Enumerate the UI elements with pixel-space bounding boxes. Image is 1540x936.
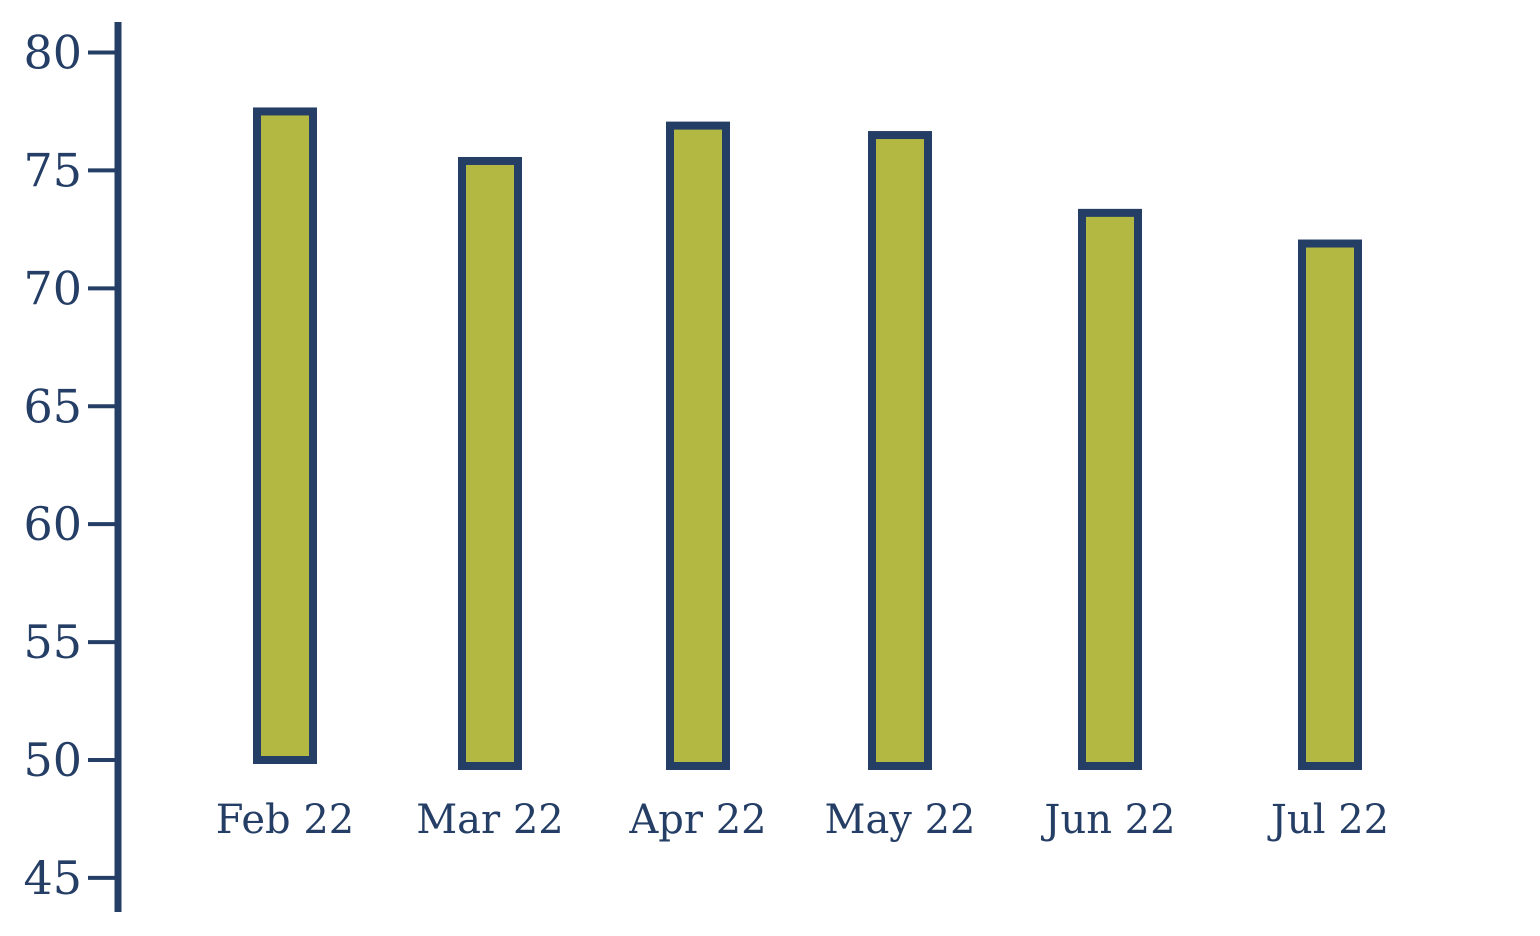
x-axis-labels: Feb 22 Mar 22 Apr 22 May 22 Jun 22 Jul 22 [216,797,1389,843]
y-tick-label: 80 [23,26,82,80]
y-tick-label: 70 [23,261,82,315]
y-tick-label: 60 [23,497,82,551]
x-category-label: Jul 22 [1267,797,1389,843]
x-category-label: May 22 [824,797,975,843]
bar-apr-22 [666,121,730,770]
y-tick-label: 65 [23,379,82,433]
bars [253,107,1362,771]
y-tick-label: 50 [23,733,82,787]
y-axis: 80 75 70 65 60 55 50 45 [23,22,122,912]
x-category-label: Apr 22 [628,797,766,843]
y-tick-label: 75 [23,143,82,197]
bar-jul-22 [1298,239,1362,770]
y-tick-label: 45 [23,851,82,905]
x-category-label: Mar 22 [416,797,564,843]
x-category-label: Jun 22 [1040,797,1175,843]
bar-mar-22 [458,156,522,770]
y-tick-label: 55 [23,615,82,669]
x-category-label: Feb 22 [216,797,354,843]
bar-feb-22 [253,107,317,765]
bar-may-22 [868,131,932,770]
bar-jun-22 [1078,208,1142,771]
